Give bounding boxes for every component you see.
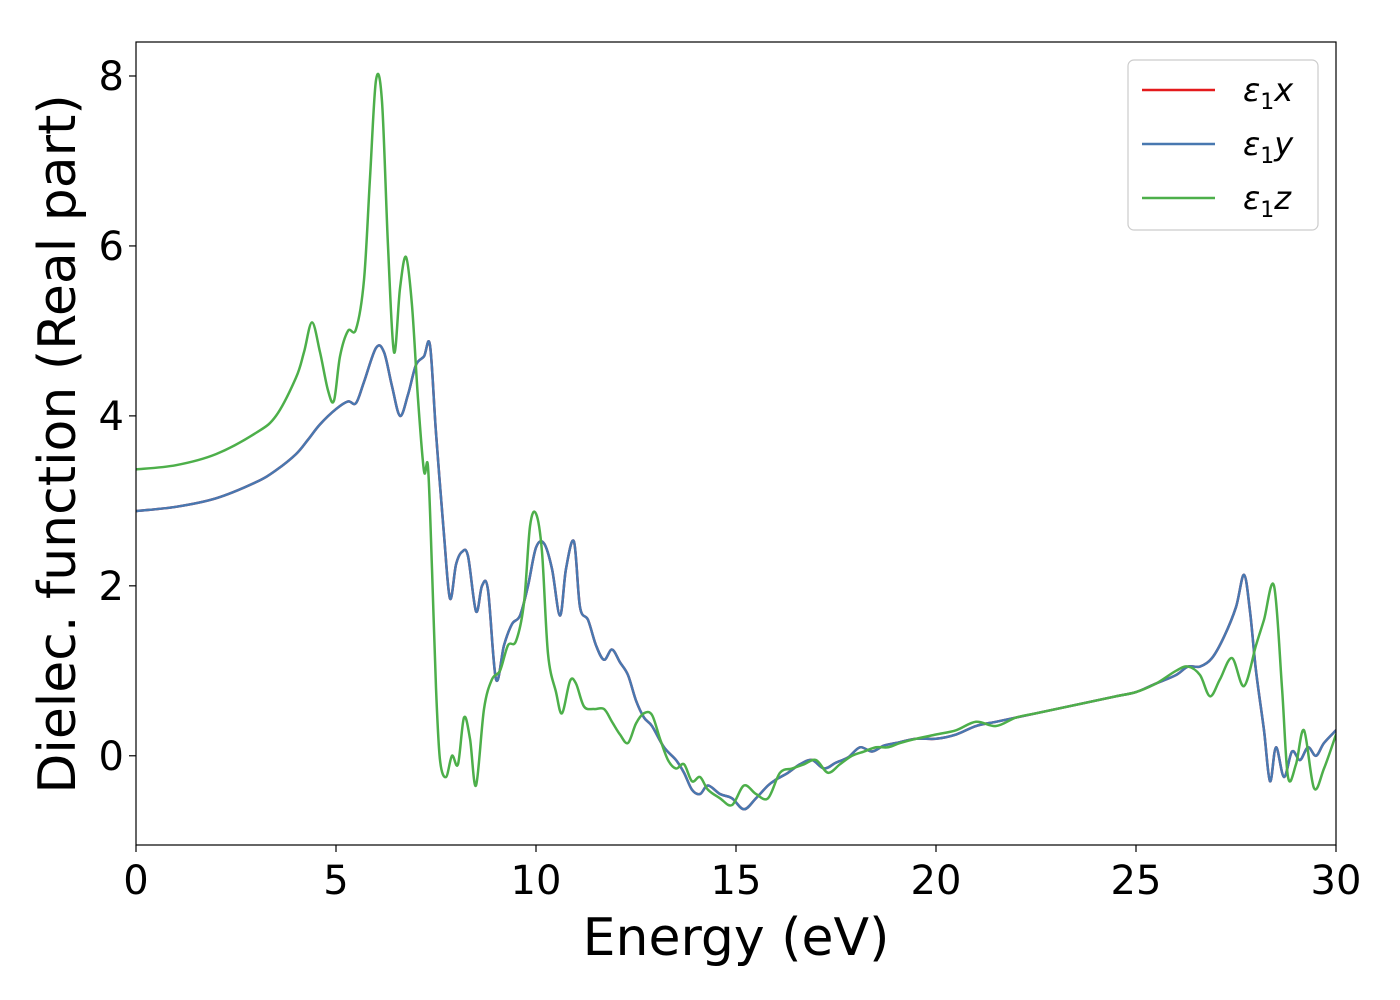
x-tick-label: 25 — [1111, 858, 1162, 904]
legend-box — [1127, 59, 1319, 231]
y-tick-label: 2 — [99, 564, 124, 610]
y-axis-label: Dielec. function (Real part) — [28, 94, 88, 793]
series-layer — [136, 72, 1336, 811]
y-tick-label: 6 — [99, 224, 124, 270]
x-axis-label: Energy (eV) — [583, 908, 890, 968]
series-line-e1z — [136, 72, 1336, 807]
legend-label-z: ε1z — [1243, 179, 1292, 223]
y-tick-label: 8 — [99, 54, 124, 100]
x-tick-label: 20 — [911, 858, 962, 904]
y-tick-label: 0 — [99, 734, 124, 780]
x-axis: 0 5 10 15 20 25 30 — [123, 845, 1361, 904]
legend-label-y: ε1y — [1243, 125, 1294, 169]
y-tick-label: 4 — [99, 394, 124, 440]
legend: ε1x ε1y ε1z — [1127, 59, 1319, 231]
series-line-e1y — [136, 339, 1336, 811]
x-tick-label: 15 — [711, 858, 762, 904]
x-tick-label: 10 — [511, 858, 562, 904]
x-tick-label: 5 — [323, 858, 348, 904]
y-axis: 0 2 4 6 8 — [99, 54, 136, 780]
legend-label-x: ε1x — [1243, 71, 1294, 115]
x-tick-label: 0 — [123, 858, 148, 904]
x-tick-label: 30 — [1311, 858, 1362, 904]
